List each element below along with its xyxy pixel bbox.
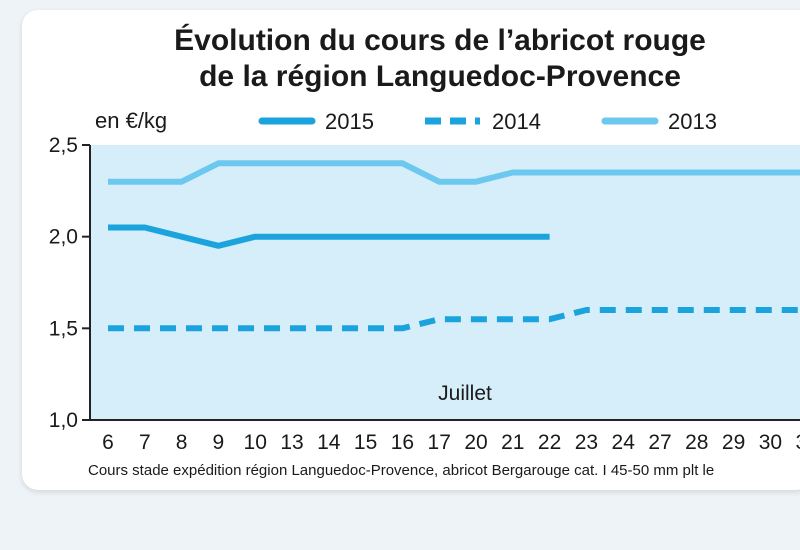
x-tick-label-1: 7	[139, 431, 151, 454]
legend-label-2015: 2015	[325, 109, 374, 134]
unit-label: en €/kg	[95, 108, 167, 133]
x-ticks: 6 7 8 9 10 13 14 15 16 17 20 21 22 23 24 27 28 29 30 31	[102, 431, 800, 454]
y-tick-label-0: 2,5	[49, 134, 78, 157]
y-tick-label-1: 2,0	[49, 226, 78, 249]
plot-background	[90, 145, 800, 420]
x-tick-label-15: 27	[648, 431, 671, 454]
x-tick-label-9: 17	[428, 431, 451, 454]
x-tick-label-12: 22	[538, 431, 561, 454]
x-tick-label-7: 15	[354, 431, 377, 454]
x-tick-label-3: 9	[213, 431, 225, 454]
x-tick-label-2: 8	[176, 431, 188, 454]
x-tick-label-18: 30	[759, 431, 782, 454]
series-line-2015	[108, 224, 550, 249]
x-tick-label-10: 20	[464, 431, 487, 454]
series-line-2014	[108, 307, 800, 332]
legend-label-2014: 2014	[492, 109, 541, 134]
y-tick-label-3: 1,0	[49, 409, 78, 432]
chart-title-line1: Évolution du cours de l’abricot rouge	[174, 23, 706, 57]
x-tick-label-6: 14	[317, 431, 341, 454]
x-tick-label-8: 16	[391, 431, 414, 454]
x-tick-label-17: 29	[722, 431, 745, 454]
x-tick-label-4: 10	[244, 431, 267, 454]
x-tick-label-16: 28	[685, 431, 708, 454]
chart-caption: Cours stade expédition région Languedoc-…	[88, 462, 714, 479]
x-tick-label-14: 24	[612, 431, 636, 454]
series-line-2013	[108, 160, 800, 185]
chart-title-line2: de la région Languedoc-Provence	[199, 60, 681, 93]
x-tick-label-5: 13	[280, 431, 303, 454]
y-ticks: 2,5 2,0 1,5 1,0	[49, 134, 90, 432]
legend: 2015 2014 2013	[258, 109, 717, 134]
annotation-juillet: Juillet	[438, 382, 492, 405]
x-tick-label-13: 23	[575, 431, 598, 454]
x-tick-label-0: 6	[102, 431, 114, 454]
x-tick-label-19: 31	[796, 431, 800, 454]
y-tick-label-2: 1,5	[49, 317, 78, 340]
series-layer	[108, 160, 800, 332]
x-tick-label-11: 21	[501, 431, 524, 454]
legend-label-2013: 2013	[668, 109, 717, 134]
